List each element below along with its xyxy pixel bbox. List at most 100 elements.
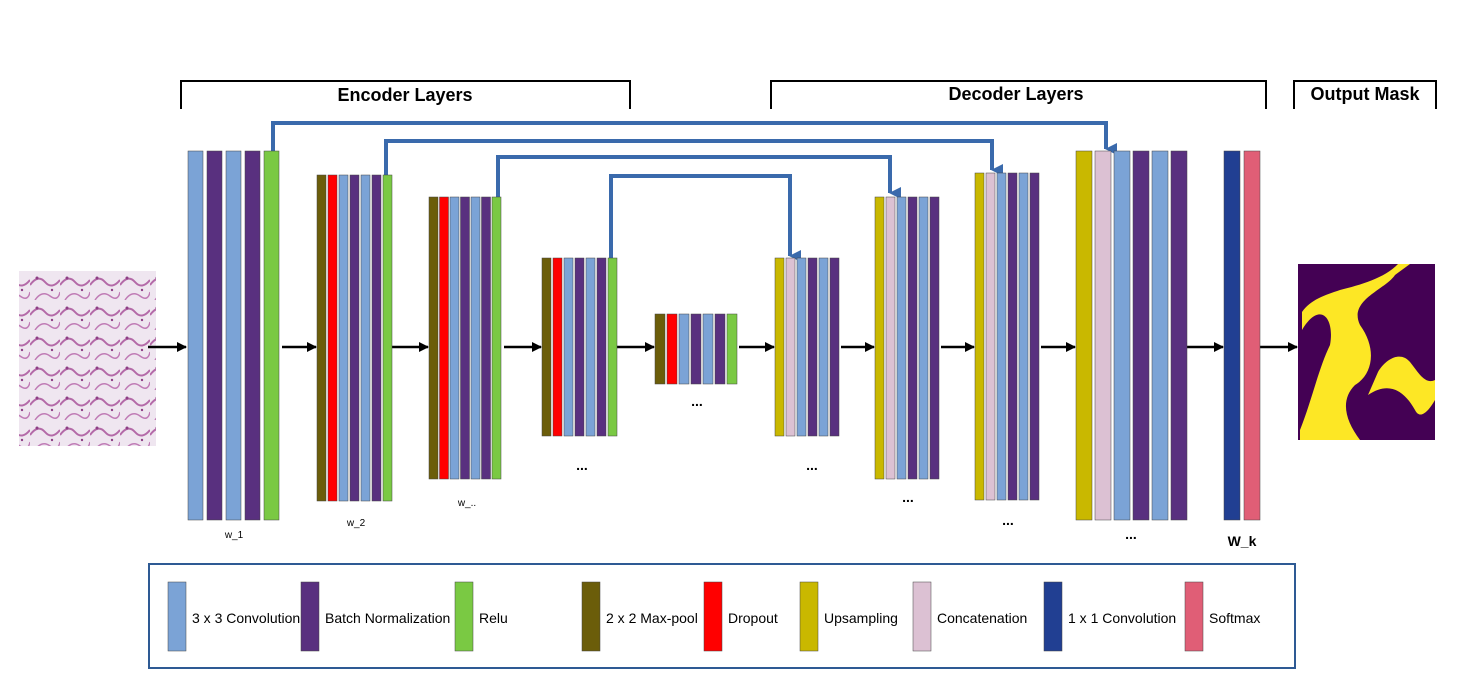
output-mask [1298, 264, 1435, 440]
dec2-layer-conv3 [918, 196, 929, 480]
legend-item: Batch Normalization [300, 581, 450, 652]
legend-swatch [799, 581, 819, 652]
block-final [1223, 150, 1261, 521]
legend-label: Batch Normalization [325, 610, 450, 626]
dec1-layer-concat [785, 257, 796, 437]
dec1-layer-conv3 [796, 257, 807, 437]
dec4-layer-concat [1094, 150, 1112, 521]
dec1-layer-bn [829, 257, 840, 437]
block-bottleneck [654, 313, 738, 385]
enc1-layer-bn [244, 150, 261, 521]
enc3-layer-relu [491, 196, 502, 480]
legend-item: Softmax [1184, 581, 1260, 652]
encoder-bracket [180, 80, 631, 109]
decoder-header: Decoder Layers [770, 80, 1267, 109]
caption-dec2: ... [902, 489, 914, 505]
legend-swatch [703, 581, 723, 652]
enc4-layer-conv3 [585, 257, 596, 437]
legend-label: 2 x 2 Max-pool [606, 610, 698, 626]
input-tissue-image [19, 271, 156, 446]
enc4-layer-maxpool [541, 257, 552, 437]
skip-connection-4 [609, 174, 801, 262]
bottleneck-layer-conv3 [702, 313, 714, 385]
skip-connection-1 [271, 121, 1117, 155]
dec2-layer-conv3 [896, 196, 907, 480]
enc2-layer-relu [382, 174, 393, 502]
block-enc4 [541, 257, 618, 437]
block-dec1 [774, 257, 840, 437]
output-bracket [1293, 80, 1437, 109]
legend-item: Dropout [703, 581, 778, 652]
caption-bottleneck: ... [691, 393, 703, 409]
dec1-layer-upsampling [774, 257, 785, 437]
bottleneck-layer-maxpool [654, 313, 666, 385]
enc3-layer-bn [460, 196, 470, 480]
skip-connection-3 [496, 155, 901, 199]
dec4-layer-conv3 [1151, 150, 1169, 521]
legend-label: Dropout [728, 610, 778, 626]
legend-swatch [581, 581, 601, 652]
dec4-layer-bn [1132, 150, 1150, 521]
final-layer-softmax [1243, 150, 1261, 521]
enc1-layer-bn [206, 150, 223, 521]
final-layer-conv1 [1223, 150, 1241, 521]
enc2-layer-bn [371, 174, 382, 502]
legend-label: Upsampling [824, 610, 898, 626]
block-dec4 [1075, 150, 1188, 521]
dec3-layer-conv3 [1018, 172, 1029, 501]
bottleneck-layer-bn [690, 313, 702, 385]
input-image [19, 271, 156, 446]
legend-swatch [1043, 581, 1063, 652]
caption-w2: w_2 [346, 518, 366, 529]
block-dec2 [874, 196, 940, 480]
bottleneck-layer-dropout [666, 313, 678, 385]
dec1-layer-conv3 [818, 257, 829, 437]
enc1-layer-conv3 [187, 150, 204, 521]
output-header: Output Mask [1293, 80, 1437, 109]
bottleneck-layer-relu [726, 313, 738, 385]
dec2-layer-upsampling [874, 196, 885, 480]
legend-item: 3 x 3 Convolution [167, 581, 300, 652]
enc2-layer-maxpool [316, 174, 327, 502]
dec3-layer-upsampling [974, 172, 985, 501]
legend-swatch [167, 581, 187, 652]
encoder-header: Encoder Layers [180, 80, 631, 109]
enc3-layer-dropout [439, 196, 449, 480]
enc4-layer-conv3 [563, 257, 574, 437]
legend-swatch [300, 581, 320, 652]
block-dec3 [974, 172, 1040, 501]
enc4-layer-dropout [552, 257, 563, 437]
legend-item: Concatenation [912, 581, 1027, 652]
legend-item: 1 x 1 Convolution [1043, 581, 1176, 652]
enc2-layer-conv3 [360, 174, 371, 502]
dec2-layer-bn [907, 196, 918, 480]
caption-dec4: ... [1125, 526, 1137, 542]
legend-label: 1 x 1 Convolution [1068, 610, 1176, 626]
enc3-layer-bn [481, 196, 491, 480]
dec4-layer-conv3 [1113, 150, 1131, 521]
enc3-layer-conv3 [449, 196, 460, 480]
decoder-title: Decoder Layers [948, 84, 1083, 104]
legend-swatch [454, 581, 474, 652]
enc2-layer-bn [349, 174, 360, 502]
enc2-layer-conv3 [338, 174, 349, 502]
dec4-layer-bn [1170, 150, 1188, 521]
caption-dec1: ... [806, 457, 818, 473]
caption-enc4: ... [576, 457, 588, 473]
bottleneck-layer-conv3 [678, 313, 690, 385]
bottleneck-layer-bn [714, 313, 726, 385]
legend-label: Relu [479, 610, 508, 626]
output-title: Output Mask [1310, 84, 1420, 104]
enc2-layer-dropout [327, 174, 338, 502]
skip-connection-2 [384, 139, 1003, 176]
legend-items: 3 x 3 Convolution Batch Normalization Relu… [167, 581, 1260, 652]
dec3-layer-conv3 [996, 172, 1007, 501]
enc4-layer-bn [574, 257, 585, 437]
dec2-layer-concat [885, 196, 896, 480]
legend-item: 2 x 2 Max-pool [581, 581, 698, 652]
enc1-layer-relu [263, 150, 280, 521]
enc3-layer-maxpool [428, 196, 439, 480]
enc4-layer-relu [607, 257, 618, 437]
legend-item: Relu [454, 581, 508, 652]
